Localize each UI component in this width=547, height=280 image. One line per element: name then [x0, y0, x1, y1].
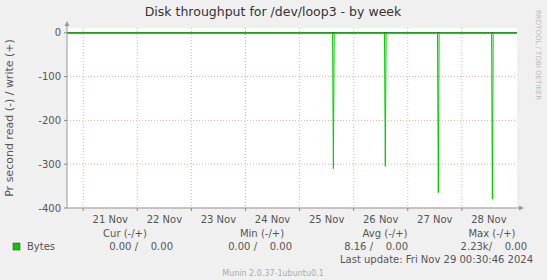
x-tick-label: 21 Nov	[93, 214, 129, 225]
summary-header: Avg (-/+)	[363, 228, 408, 239]
y-axis-arrow	[65, 21, 70, 26]
summary-value: 8.16 / 0.00	[344, 241, 408, 252]
summary-value: 2.23k/ 0.00	[461, 241, 527, 252]
watermark: RRDTOOL / TOBI OETIKER	[534, 10, 542, 100]
y-tick-label: -300	[38, 159, 61, 170]
y-tick-label: -400	[38, 203, 61, 214]
last-update: Last update: Fri Nov 29 00:30:46 2024	[340, 254, 533, 265]
chart: Disk throughput for /dev/loop3 - by week…	[0, 0, 547, 280]
summary-value: 0.00 / 0.00	[228, 241, 292, 252]
x-axis	[67, 208, 521, 209]
grid-line	[191, 28, 192, 208]
y-tick-label: 0	[55, 27, 61, 38]
grid-line	[353, 28, 354, 208]
grid-line	[83, 28, 84, 208]
x-tick-label: 23 Nov	[201, 214, 237, 225]
y-axis-label: Pr second read (-) / write (+)	[3, 39, 16, 197]
legend-swatch	[13, 243, 20, 250]
grid-line	[67, 164, 517, 165]
background	[0, 0, 547, 280]
marks	[67, 33, 517, 199]
y-tick-label: -200	[38, 115, 61, 126]
x-tick-label: 27 Nov	[417, 214, 453, 225]
y-tick-label: -100	[38, 71, 61, 82]
x-tick-label: 25 Nov	[309, 214, 345, 225]
grid-line	[67, 76, 517, 77]
grid-line	[407, 28, 408, 208]
summary-header: Min (-/+)	[240, 228, 284, 239]
x-tick-label: 26 Nov	[363, 214, 399, 225]
x-tick-label: 24 Nov	[255, 214, 291, 225]
summary-value: 0.00 / 0.00	[109, 241, 173, 252]
grid-line	[67, 120, 517, 121]
x-tick-label: 22 Nov	[147, 214, 183, 225]
summary-header: Max (-/+)	[468, 228, 515, 239]
footer: Munin 2.0.37-1ubuntu0.1	[222, 269, 324, 278]
grid-line	[461, 28, 462, 208]
title: Disk throughput for /dev/loop3 - by week	[145, 4, 402, 19]
series-line	[67, 33, 517, 199]
grid-line	[137, 28, 138, 208]
grid-line	[299, 28, 300, 208]
grid-line	[245, 28, 246, 208]
legend-label: Bytes	[27, 241, 55, 252]
x-axis-arrow	[519, 206, 524, 211]
y-axis	[67, 24, 68, 208]
plot-area	[67, 28, 517, 208]
summary-header: Cur (-/+)	[103, 228, 147, 239]
x-tick-label: 28 Nov	[471, 214, 507, 225]
